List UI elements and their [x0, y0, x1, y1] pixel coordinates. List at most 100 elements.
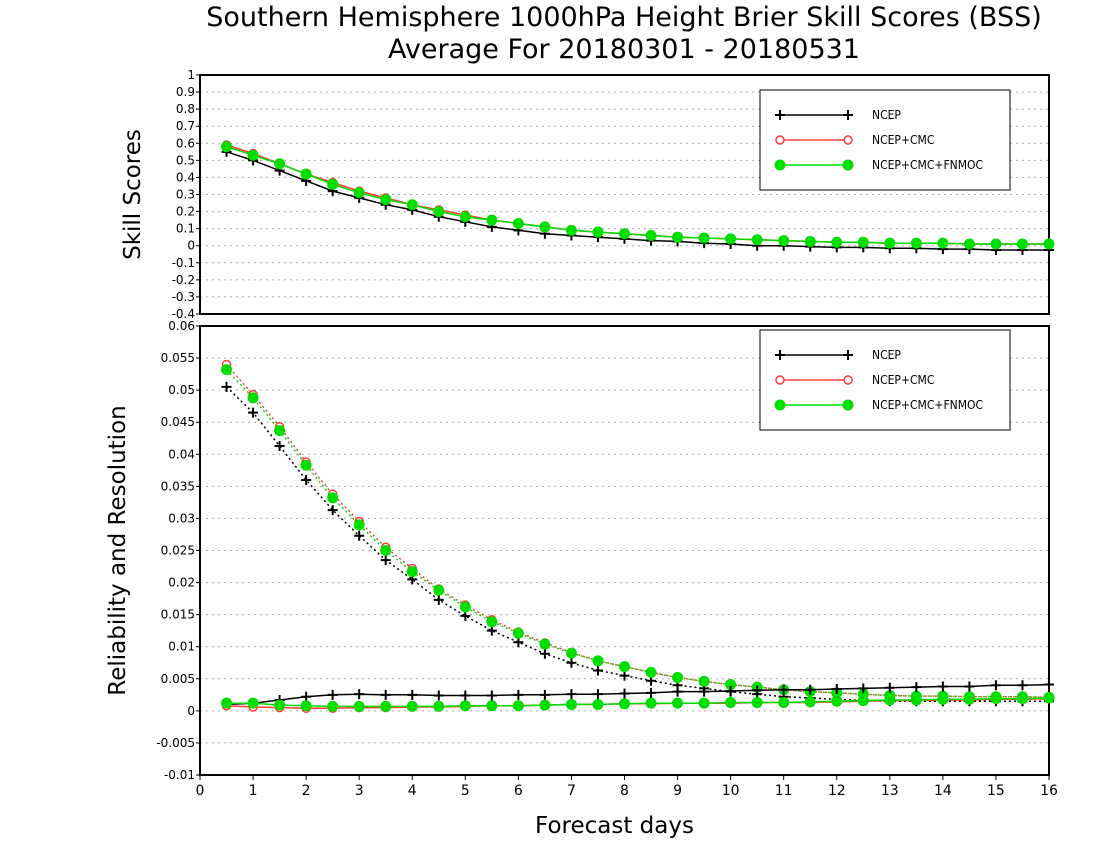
filled-circle-marker	[221, 141, 233, 153]
filled-circle-marker	[592, 698, 604, 710]
filled-circle-marker	[774, 399, 786, 411]
filled-circle-marker	[778, 235, 790, 247]
y-tick-label: 0	[187, 239, 195, 253]
plus-marker	[592, 665, 603, 676]
legend-label: NCEP	[872, 348, 901, 362]
plus-marker	[327, 689, 338, 700]
plus-marker	[646, 687, 657, 698]
filled-circle-marker	[565, 698, 577, 710]
filled-circle-marker	[539, 699, 551, 711]
plus-marker	[990, 680, 1001, 691]
filled-circle-marker	[539, 221, 551, 233]
legend-label: NCEP+CMC	[872, 133, 934, 147]
plus-marker	[1044, 679, 1054, 690]
filled-circle-marker	[672, 231, 684, 243]
legend-entry: NCEP+CMC	[775, 133, 934, 147]
plus-marker	[843, 350, 853, 360]
filled-circle-marker	[672, 697, 684, 709]
y-tick-label: 0.6	[176, 136, 195, 150]
plus-marker	[433, 690, 444, 701]
plus-marker	[433, 594, 444, 605]
filled-circle-marker	[353, 700, 365, 712]
filled-circle-marker	[565, 647, 577, 659]
bottom-panel-reliability-resolution: -0.01 -0.005 0 0.005 0.01 0.015 0.02 0.025 0.03 0…	[105, 319, 1058, 839]
filled-circle-marker	[1043, 238, 1055, 250]
plus-marker	[911, 682, 922, 693]
y-tick-label: 0.2	[176, 205, 195, 219]
y-tick-label: 0.045	[161, 415, 195, 429]
filled-circle-marker	[645, 697, 657, 709]
plus-marker	[486, 690, 497, 701]
filled-circle-marker	[433, 206, 445, 218]
plus-marker	[1017, 680, 1028, 691]
y-tick-label: 0.4	[176, 170, 195, 184]
y-tick-label: 0	[187, 704, 195, 718]
filled-circle-marker	[459, 601, 471, 613]
y-tick-label: 0.005	[161, 672, 195, 686]
x-tick-label: 4	[408, 783, 417, 799]
filled-circle-marker	[910, 694, 922, 706]
chart-title-line1: Southern Hemisphere 1000hPa Height Brier…	[206, 2, 1042, 33]
y-tick-label: 0.025	[161, 544, 195, 558]
filled-circle-marker	[619, 228, 630, 240]
filled-circle-marker	[698, 675, 710, 687]
filled-circle-marker	[619, 698, 630, 710]
plus-marker	[460, 610, 471, 621]
filled-circle-marker	[990, 693, 1002, 705]
filled-circle-marker	[353, 187, 365, 199]
filled-circle-marker	[221, 364, 233, 376]
filled-circle-marker	[486, 214, 498, 226]
filled-circle-marker	[751, 234, 763, 246]
filled-circle-marker	[778, 697, 790, 709]
filled-circle-marker	[725, 697, 737, 709]
filled-circle-marker	[300, 459, 312, 471]
filled-circle-marker	[751, 697, 763, 709]
filled-circle-marker	[804, 696, 816, 708]
filled-circle-marker	[774, 159, 786, 171]
filled-circle-marker	[247, 392, 259, 404]
filled-circle-marker	[619, 661, 630, 673]
filled-circle-marker	[327, 492, 339, 504]
plus-marker	[248, 407, 259, 418]
y-tick-label: 0.5	[176, 153, 195, 167]
filled-circle-marker	[1016, 693, 1028, 705]
series-line	[225, 386, 1049, 702]
y-tick-label: 0.8	[176, 102, 195, 116]
x-axis-label: Forecast days	[535, 813, 694, 839]
filled-circle-marker	[380, 194, 392, 206]
plus-marker	[513, 689, 524, 700]
filled-circle-marker	[857, 236, 869, 248]
x-tick-label: 16	[1040, 783, 1058, 799]
legend-entry: NCEP+CMC+FNMOC	[774, 398, 983, 412]
filled-circle-marker	[380, 545, 392, 556]
x-tick-label: 13	[881, 783, 899, 799]
plus-marker	[539, 648, 550, 659]
filled-circle-marker	[698, 232, 710, 244]
open-circle-marker	[775, 135, 785, 145]
legend-label: NCEP+CMC	[872, 373, 934, 387]
x-tick-label: 11	[775, 783, 793, 799]
plus-marker	[407, 689, 418, 700]
y-tick-label: 0.03	[168, 511, 195, 525]
filled-circle-marker	[698, 697, 710, 709]
plus-marker	[843, 110, 853, 120]
x-tick-label: 15	[987, 783, 1005, 799]
legend: NCEP NCEP+CMC NCEP+CMC+FNMOC	[759, 329, 1011, 431]
plus-marker	[775, 110, 785, 120]
filled-circle-marker	[486, 616, 498, 628]
plus-marker	[858, 683, 869, 694]
y-tick-label: 1	[187, 68, 195, 82]
filled-circle-marker	[380, 700, 392, 712]
plus-marker	[327, 505, 338, 516]
legend-entry: NCEP+CMC+FNMOC	[774, 158, 983, 172]
y-tick-label: 0.055	[161, 351, 195, 365]
filled-circle-marker	[539, 638, 551, 650]
y-tick-label: 0.9	[176, 85, 195, 99]
series-line	[226, 697, 1050, 708]
filled-circle-marker	[300, 700, 312, 712]
filled-circle-marker	[831, 695, 843, 707]
plus-marker	[752, 685, 763, 696]
plus-marker	[619, 688, 630, 699]
filled-circle-marker	[221, 697, 233, 709]
filled-circle-marker	[884, 237, 896, 249]
